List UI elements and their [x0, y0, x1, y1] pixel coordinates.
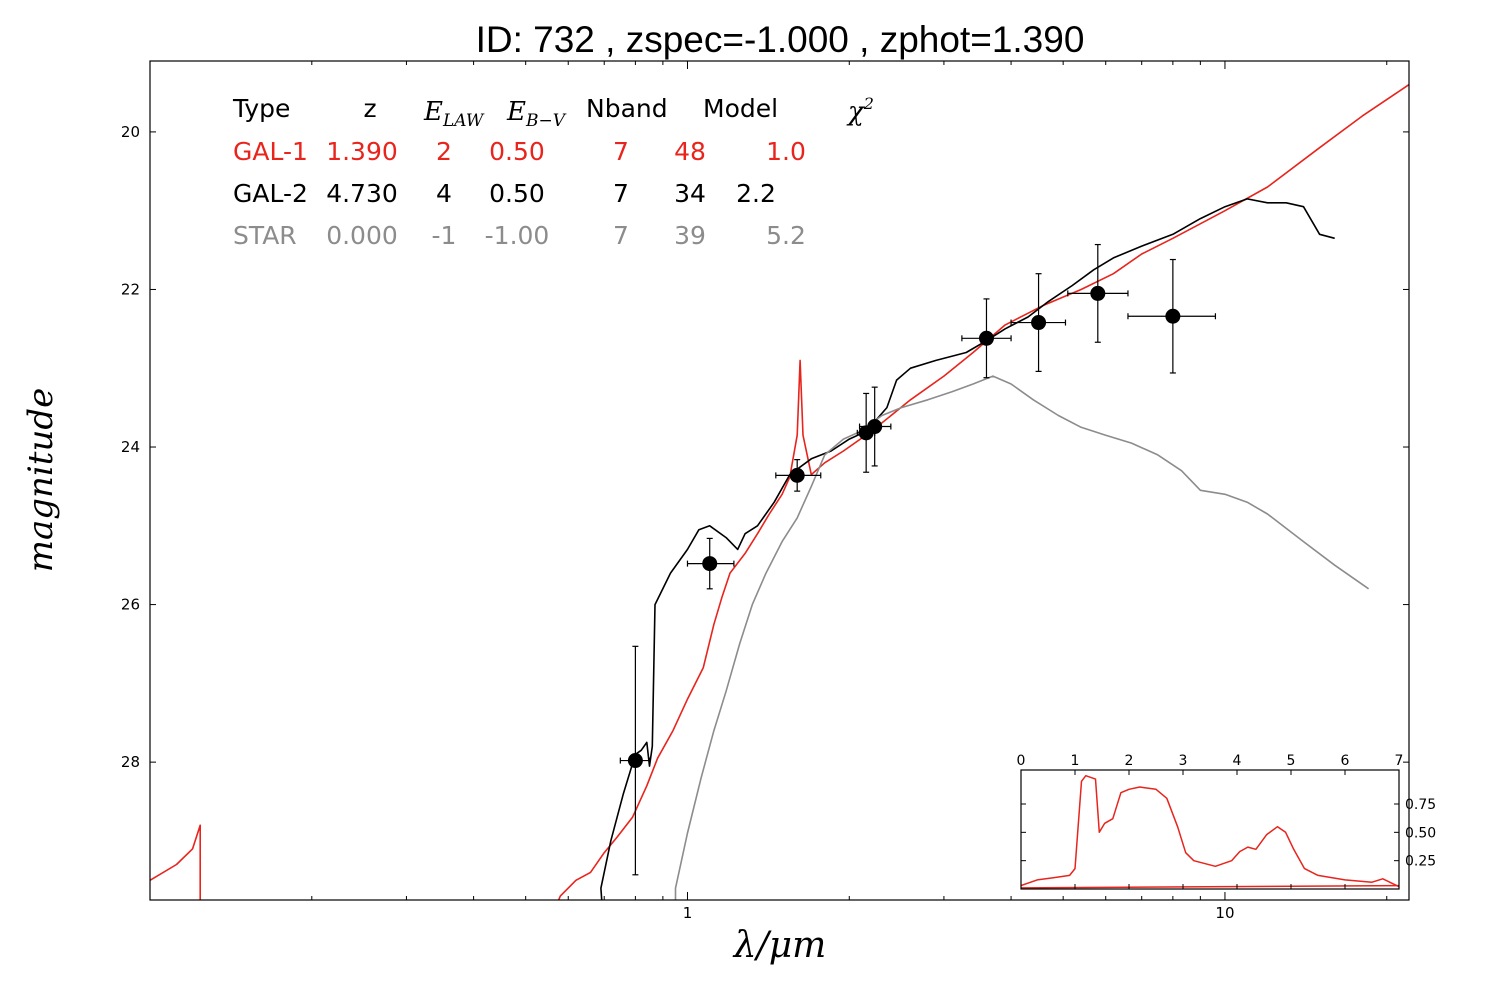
inset-pdf-plot: 0 1 2 3 4 5 6 7 0.25 0.50 0.75 [1017, 753, 1436, 890]
fit-cell-elaw: -1 [432, 221, 457, 250]
inset-y-tick-label: 0.50 [1405, 825, 1436, 841]
fit-cell-z: 1.390 [326, 137, 398, 166]
fit-cell-ebv: -1.00 [485, 221, 550, 250]
photometry-point [686, 537, 735, 590]
fit-row-gal-1: GAL-1 1.390 2 0.50 7 48 1.0 [233, 137, 806, 166]
fit-cell-elaw: 4 [436, 179, 452, 208]
inset-frame [1020, 769, 1400, 890]
inset-x-tick-label: 6 [1341, 753, 1350, 769]
fit-cell-z: 0.000 [326, 221, 398, 250]
header-ebv-sub: B−V [525, 111, 567, 131]
inset-x-tick-label: 0 [1017, 753, 1026, 769]
photometry-point [1010, 273, 1067, 372]
photometry-marker [702, 556, 718, 572]
header-z: z [363, 94, 376, 123]
photometry-point [858, 386, 892, 467]
x-axis-label-unit: μm [769, 925, 827, 966]
fit-cell-model: 34 [674, 179, 706, 208]
inset-baseline-curve [1021, 884, 1399, 889]
photometry-marker [789, 467, 805, 483]
inset-x-tick-label: 7 [1395, 753, 1404, 769]
fit-table: Type z ELAW EB−V Nband Model χ2 GAL-1 1.3… [232, 94, 874, 250]
photometry-marker [1090, 285, 1106, 301]
photometry-point [619, 645, 651, 876]
photometry-point [1127, 258, 1217, 374]
inset-background [1021, 770, 1399, 889]
fit-cell-chi2: 2.2 [736, 179, 776, 208]
fit-cell-nband: 7 [613, 137, 629, 166]
fit-cell-model: 48 [674, 137, 706, 166]
photometry-point [961, 298, 1012, 379]
plot-frame [149, 60, 1410, 901]
inset-y-tick-label: 0.75 [1405, 797, 1436, 813]
fit-cell-elaw: 2 [436, 137, 452, 166]
fit-row-star: STAR 0.000 -1 -1.00 7 39 5.2 [233, 221, 806, 250]
fit-cell-chi2: 5.2 [766, 221, 806, 250]
fit-cell-ebv: 0.50 [489, 137, 545, 166]
photometry-marker [1031, 315, 1047, 331]
header-model: Model [703, 94, 778, 123]
fit-cell-model: 39 [674, 221, 706, 250]
header-type: Type [232, 94, 290, 123]
photometry-layer [619, 243, 1217, 876]
spectrum-star [674, 375, 1370, 900]
spectrum-gal-1 [150, 83, 1409, 900]
inset-x-tick-label: 1 [1071, 753, 1080, 769]
header-elaw-sub: LAW [442, 111, 485, 131]
photometry-marker [627, 753, 643, 769]
inset-curves [1021, 774, 1399, 889]
inset-axis-ticks: 0 1 2 3 4 5 6 7 0.25 0.50 0.75 [1017, 753, 1436, 889]
header-ebv-base: E [506, 97, 526, 127]
header-elaw-base: E [423, 97, 443, 127]
photometry-marker [1165, 308, 1181, 324]
inset-x-tick-label: 5 [1287, 753, 1296, 769]
fit-cell-type: GAL-1 [233, 137, 308, 166]
inset-x-tick-label: 4 [1233, 753, 1242, 769]
fit-table-header: Type z ELAW EB−V Nband Model χ2 [232, 94, 874, 131]
y-tick-label: 26 [121, 596, 140, 614]
fit-row-gal-2: GAL-2 4.730 4 0.50 7 34 2.2 [233, 179, 776, 208]
y-tick-label: 20 [121, 123, 140, 141]
y-tick-label: 24 [121, 438, 140, 456]
fit-cell-chi2: 1.0 [766, 137, 806, 166]
inset-pdf-curve [1021, 774, 1399, 888]
fit-cell-type: STAR [233, 221, 297, 250]
inset-x-tick-label: 3 [1179, 753, 1188, 769]
photometry-marker [978, 330, 994, 346]
fit-cell-nband: 7 [613, 221, 629, 250]
fit-cell-type: GAL-2 [233, 179, 308, 208]
y-tick-label: 28 [121, 753, 140, 771]
header-chi2-sup: 2 [863, 94, 874, 113]
header-elaw: ELAW [423, 97, 485, 131]
x-axis-label-base: λ/ [732, 925, 773, 966]
y-tick-label: 22 [121, 280, 140, 298]
header-chi2-base: χ [846, 97, 866, 127]
x-tick-label: 1 [683, 904, 693, 922]
header-ebv: EB−V [506, 97, 567, 131]
chart-title: ID: 732 , zspec=-1.000 , zphot=1.390 [476, 19, 1085, 60]
x-axis-label: λ/μm [732, 925, 827, 966]
fit-cell-z: 4.730 [326, 179, 398, 208]
photometry-point [775, 459, 822, 492]
fit-cell-nband: 7 [613, 179, 629, 208]
photometry-point [1067, 243, 1129, 343]
photometry-marker [867, 419, 883, 435]
header-chi2: χ2 [846, 94, 874, 127]
inset-x-tick-label: 2 [1125, 753, 1134, 769]
x-tick-label: 10 [1215, 904, 1234, 922]
header-nband: Nband [586, 94, 668, 123]
y-axis-label: magnitude [21, 388, 61, 573]
inset-y-tick-label: 0.25 [1405, 854, 1436, 870]
fit-cell-ebv: 0.50 [489, 179, 545, 208]
